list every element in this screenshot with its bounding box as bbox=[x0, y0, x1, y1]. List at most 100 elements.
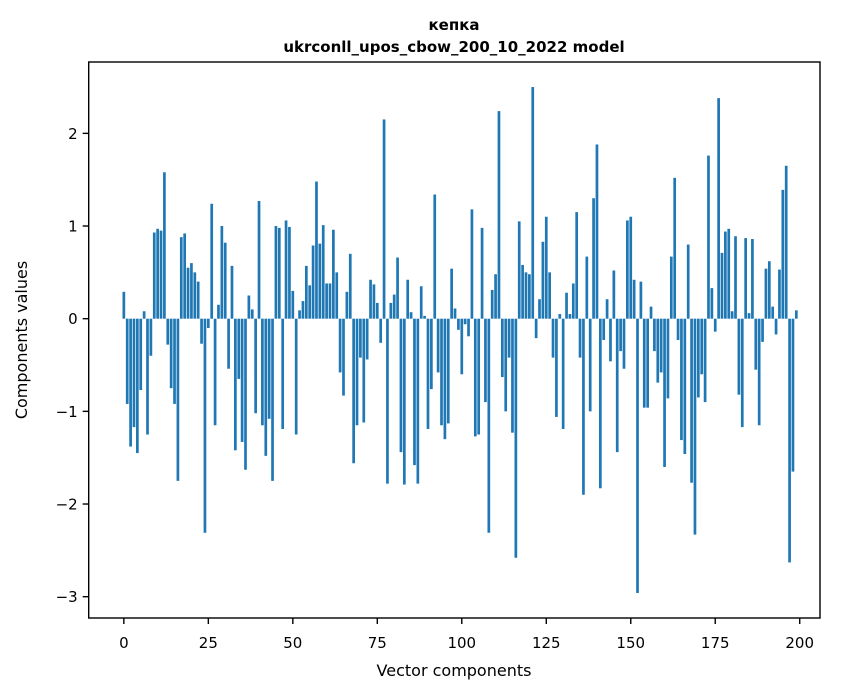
x-axis-label: Vector components bbox=[377, 661, 532, 680]
bar bbox=[788, 318, 791, 563]
bar bbox=[365, 318, 369, 360]
bar bbox=[355, 318, 359, 426]
bar bbox=[791, 318, 795, 472]
bar bbox=[446, 318, 450, 424]
chart-title: кепка bbox=[428, 16, 479, 34]
bar bbox=[754, 318, 758, 370]
x-tick-label: 75 bbox=[368, 634, 387, 652]
bar bbox=[713, 318, 717, 332]
bar bbox=[426, 318, 430, 429]
bar bbox=[494, 274, 497, 319]
bar bbox=[304, 265, 308, 319]
bar bbox=[487, 318, 491, 533]
bar bbox=[348, 253, 352, 319]
bar bbox=[636, 318, 639, 593]
bar bbox=[761, 318, 764, 342]
bar bbox=[744, 238, 747, 319]
x-tick-label: 200 bbox=[785, 634, 814, 652]
bar bbox=[531, 87, 535, 319]
bar bbox=[703, 318, 707, 403]
bar bbox=[690, 318, 693, 483]
bar bbox=[639, 281, 643, 319]
x-tick-label: 125 bbox=[532, 634, 561, 652]
bar bbox=[669, 256, 673, 319]
bar bbox=[781, 189, 785, 319]
bar bbox=[338, 318, 342, 373]
bar bbox=[325, 283, 328, 319]
bar bbox=[277, 227, 281, 319]
bar bbox=[254, 318, 257, 414]
bar bbox=[467, 318, 470, 337]
bar bbox=[210, 203, 214, 319]
bar bbox=[578, 318, 582, 358]
bar bbox=[500, 318, 504, 378]
bar bbox=[507, 318, 511, 358]
bar bbox=[747, 313, 751, 319]
bar bbox=[470, 209, 474, 319]
x-tick-label: 0 bbox=[119, 634, 129, 652]
y-tick-label: −3 bbox=[56, 588, 78, 606]
bar bbox=[379, 318, 383, 343]
bar bbox=[656, 318, 660, 383]
bar bbox=[490, 289, 494, 319]
bar bbox=[480, 227, 484, 319]
bar bbox=[629, 216, 633, 319]
bar bbox=[220, 226, 224, 319]
bar bbox=[720, 252, 724, 319]
bar bbox=[622, 318, 626, 369]
bar bbox=[686, 244, 690, 319]
bar bbox=[717, 98, 720, 319]
bar bbox=[440, 318, 443, 426]
y-tick-label: 2 bbox=[68, 125, 78, 143]
bar bbox=[443, 318, 447, 440]
bar bbox=[463, 318, 467, 325]
bar bbox=[534, 318, 538, 339]
bar bbox=[575, 212, 579, 319]
bar bbox=[190, 263, 193, 319]
bar bbox=[136, 318, 139, 454]
bar bbox=[457, 318, 460, 330]
bar bbox=[389, 302, 393, 319]
bar bbox=[450, 268, 453, 319]
y-tick-label: −1 bbox=[56, 403, 78, 421]
bar bbox=[524, 272, 528, 319]
bar bbox=[730, 311, 734, 319]
bar bbox=[626, 220, 629, 319]
bar bbox=[332, 229, 335, 319]
bar bbox=[707, 155, 710, 319]
bar bbox=[663, 318, 666, 467]
bar bbox=[402, 318, 406, 485]
bar bbox=[693, 318, 697, 535]
y-tick-label: −2 bbox=[56, 496, 78, 514]
bar bbox=[558, 314, 562, 319]
bar bbox=[683, 318, 687, 454]
bar bbox=[335, 272, 339, 319]
bars-group bbox=[122, 87, 798, 593]
bar bbox=[409, 312, 413, 319]
bar bbox=[757, 318, 761, 426]
bar bbox=[473, 318, 477, 437]
bar bbox=[541, 241, 545, 319]
bar bbox=[227, 318, 230, 369]
ticks-group: 0 25 50 75 100 125 150 175 200 2 1 0 −1 −2 −3 bbox=[56, 125, 814, 652]
bar bbox=[240, 318, 244, 442]
bar bbox=[264, 318, 268, 456]
bar bbox=[328, 283, 332, 319]
bar bbox=[774, 318, 778, 335]
bar bbox=[544, 216, 548, 319]
bar bbox=[784, 165, 788, 319]
bar bbox=[767, 261, 771, 319]
bar bbox=[261, 318, 264, 426]
bar bbox=[619, 318, 622, 352]
y-tick-label: 0 bbox=[68, 310, 78, 328]
bar bbox=[203, 318, 207, 533]
bar bbox=[680, 318, 683, 441]
bar bbox=[646, 318, 649, 408]
bar bbox=[386, 318, 389, 484]
bar bbox=[125, 318, 129, 404]
chart-subtitle: ukrconll_upos_cbow_200_10_2022 model bbox=[283, 38, 624, 56]
bar bbox=[571, 283, 575, 319]
bar bbox=[166, 318, 170, 345]
